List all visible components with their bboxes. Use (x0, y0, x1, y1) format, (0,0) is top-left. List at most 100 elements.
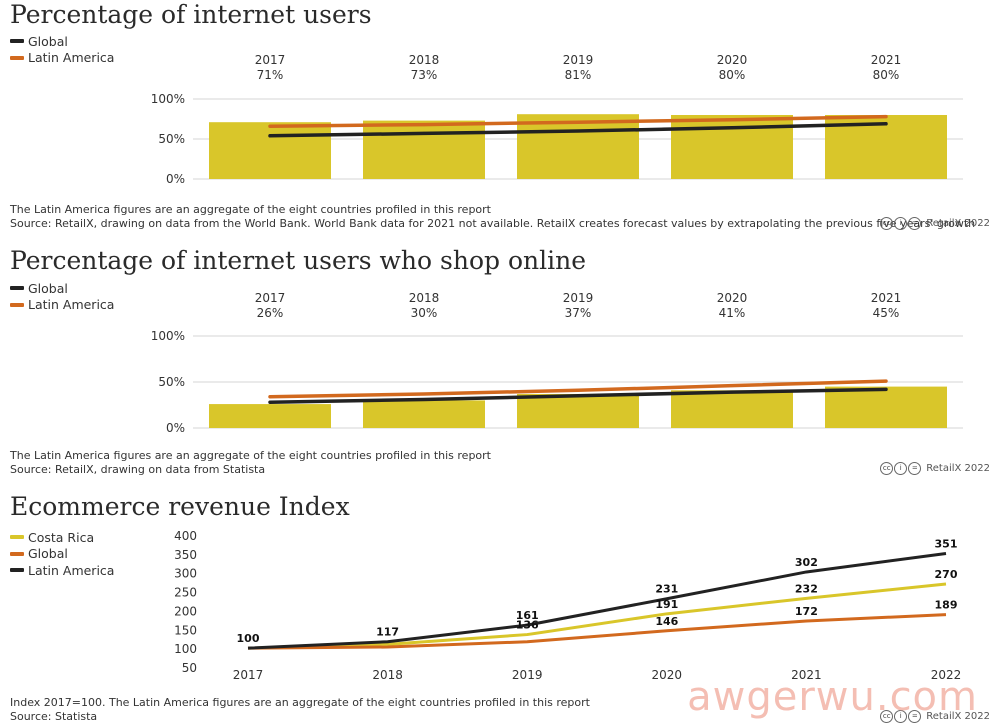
legend-label: Global (28, 33, 68, 49)
legend-item-global: Global (10, 280, 114, 297)
series-point (576, 388, 580, 392)
data-label: 172 (795, 605, 818, 618)
series-point (268, 395, 272, 399)
panel-internet-users: Percentage of internet users Global Lati… (0, 0, 1008, 240)
y-tick-label: 150 (174, 623, 197, 637)
data-label: 136 (516, 619, 539, 632)
bar-value-label: 73% (411, 68, 438, 82)
x-tick-label: 2022 (931, 668, 962, 682)
y-tick-label: 0% (166, 421, 185, 435)
data-label: 117 (376, 626, 399, 639)
bar-value-label: 37% (565, 306, 592, 320)
series-point (422, 131, 426, 135)
legend-item-global: Global (10, 546, 114, 563)
legend-swatch-global (10, 286, 24, 291)
brand-credit: cc i = RetailX 2022 (880, 217, 990, 230)
series-point (884, 122, 888, 126)
bar (517, 114, 639, 179)
watermark: awgerwu.com (687, 674, 978, 720)
series-point (884, 379, 888, 383)
y-tick-label: 250 (174, 586, 197, 600)
y-tick-label: 100% (151, 92, 185, 106)
series-point (730, 384, 734, 388)
y-tick-label: 50 (182, 661, 197, 675)
legend-item-latin-america: Latin America (10, 562, 114, 579)
chart-source: Source: RetailX, drawing on data from St… (10, 463, 266, 476)
bar (363, 400, 485, 428)
category-label: 2018 (409, 53, 440, 67)
category-label: 2020 (717, 53, 748, 67)
bar-value-label: 30% (411, 306, 438, 320)
legend-label: Latin America (28, 562, 115, 578)
category-label: 2021 (871, 291, 902, 305)
x-tick-label: 2020 (652, 668, 683, 682)
data-label: 146 (655, 615, 678, 628)
x-tick-label: 2017 (233, 668, 264, 682)
bar-value-label: 80% (873, 68, 900, 82)
panel-ecommerce-index: Ecommerce revenue Index Costa Rica Globa… (0, 490, 1008, 728)
category-label: 2021 (871, 53, 902, 67)
legend: Global Latin America (10, 33, 114, 66)
bar-value-label: 41% (719, 306, 746, 320)
legend-label: Costa Rica (28, 529, 95, 545)
bar (209, 404, 331, 428)
series-point (422, 397, 426, 401)
chart-title: Ecommerce revenue Index (10, 492, 350, 521)
bar (671, 390, 793, 428)
series-point (730, 390, 734, 394)
brand-label: RetailX 2022 (926, 711, 990, 722)
data-label: 189 (935, 599, 958, 612)
y-tick-label: 50% (158, 375, 185, 389)
y-tick-label: 400 (174, 529, 197, 543)
chart-title: Percentage of internet users who shop on… (10, 246, 586, 275)
creative-commons-icon: cc i = (880, 217, 922, 230)
series-point (884, 115, 888, 119)
y-tick-label: 100% (151, 329, 185, 343)
y-tick-label: 350 (174, 548, 197, 562)
legend-item-costa-rica: Costa Rica (10, 529, 114, 546)
data-label: 100 (237, 632, 260, 645)
bar-value-label: 80% (719, 68, 746, 82)
chart-source: Source: RetailX, drawing on data from th… (10, 217, 976, 230)
y-tick-label: 0% (166, 172, 185, 186)
legend-label: Global (28, 280, 68, 296)
series-point (884, 387, 888, 391)
legend-swatch-global (10, 551, 24, 556)
legend-swatch-global (10, 39, 24, 44)
brand-credit: cc i = RetailX 2022 (880, 462, 990, 475)
chart-source: Source: Statista (10, 710, 98, 723)
category-label: 2019 (563, 53, 594, 67)
x-tick-label: 2019 (512, 668, 543, 682)
legend-swatch-costa-rica (10, 535, 24, 540)
bar (363, 120, 485, 179)
y-tick-label: 200 (174, 604, 197, 618)
data-label: 231 (655, 583, 678, 596)
chart-ecommerce-index: 50 100 150 200 250 300 350 400 2017 2018 2019 2020 2… (174, 529, 962, 682)
data-label: 232 (795, 582, 818, 595)
series-point (268, 400, 272, 404)
panel-online-shoppers: Percentage of internet users who shop on… (0, 244, 1008, 484)
series-point (730, 118, 734, 122)
bar (209, 122, 331, 179)
creative-commons-icon: cc i = (880, 462, 922, 475)
legend: Costa Rica Global Latin America (10, 529, 114, 579)
data-label: 191 (655, 598, 678, 611)
legend-item-latin-america: Latin America (10, 297, 114, 314)
category-label: 2019 (563, 291, 594, 305)
x-tick-label: 2018 (372, 668, 403, 682)
series-line-latin-america (247, 551, 947, 650)
series-line-global (247, 613, 947, 650)
brand-credit: cc i = RetailX 2022 (880, 710, 990, 723)
x-tick-label: 2021 (791, 668, 822, 682)
legend-swatch-latin-america (10, 302, 24, 307)
chart-note: The Latin America figures are an aggrega… (10, 203, 491, 216)
brand-label: RetailX 2022 (926, 218, 990, 229)
bar (517, 393, 639, 428)
series-point (576, 394, 580, 398)
y-tick-label: 100 (174, 642, 197, 656)
data-label: 302 (795, 556, 818, 569)
bar-value-label: 45% (873, 306, 900, 320)
creative-commons-icon: cc i = (880, 710, 922, 723)
bar-value-label: 81% (565, 68, 592, 82)
